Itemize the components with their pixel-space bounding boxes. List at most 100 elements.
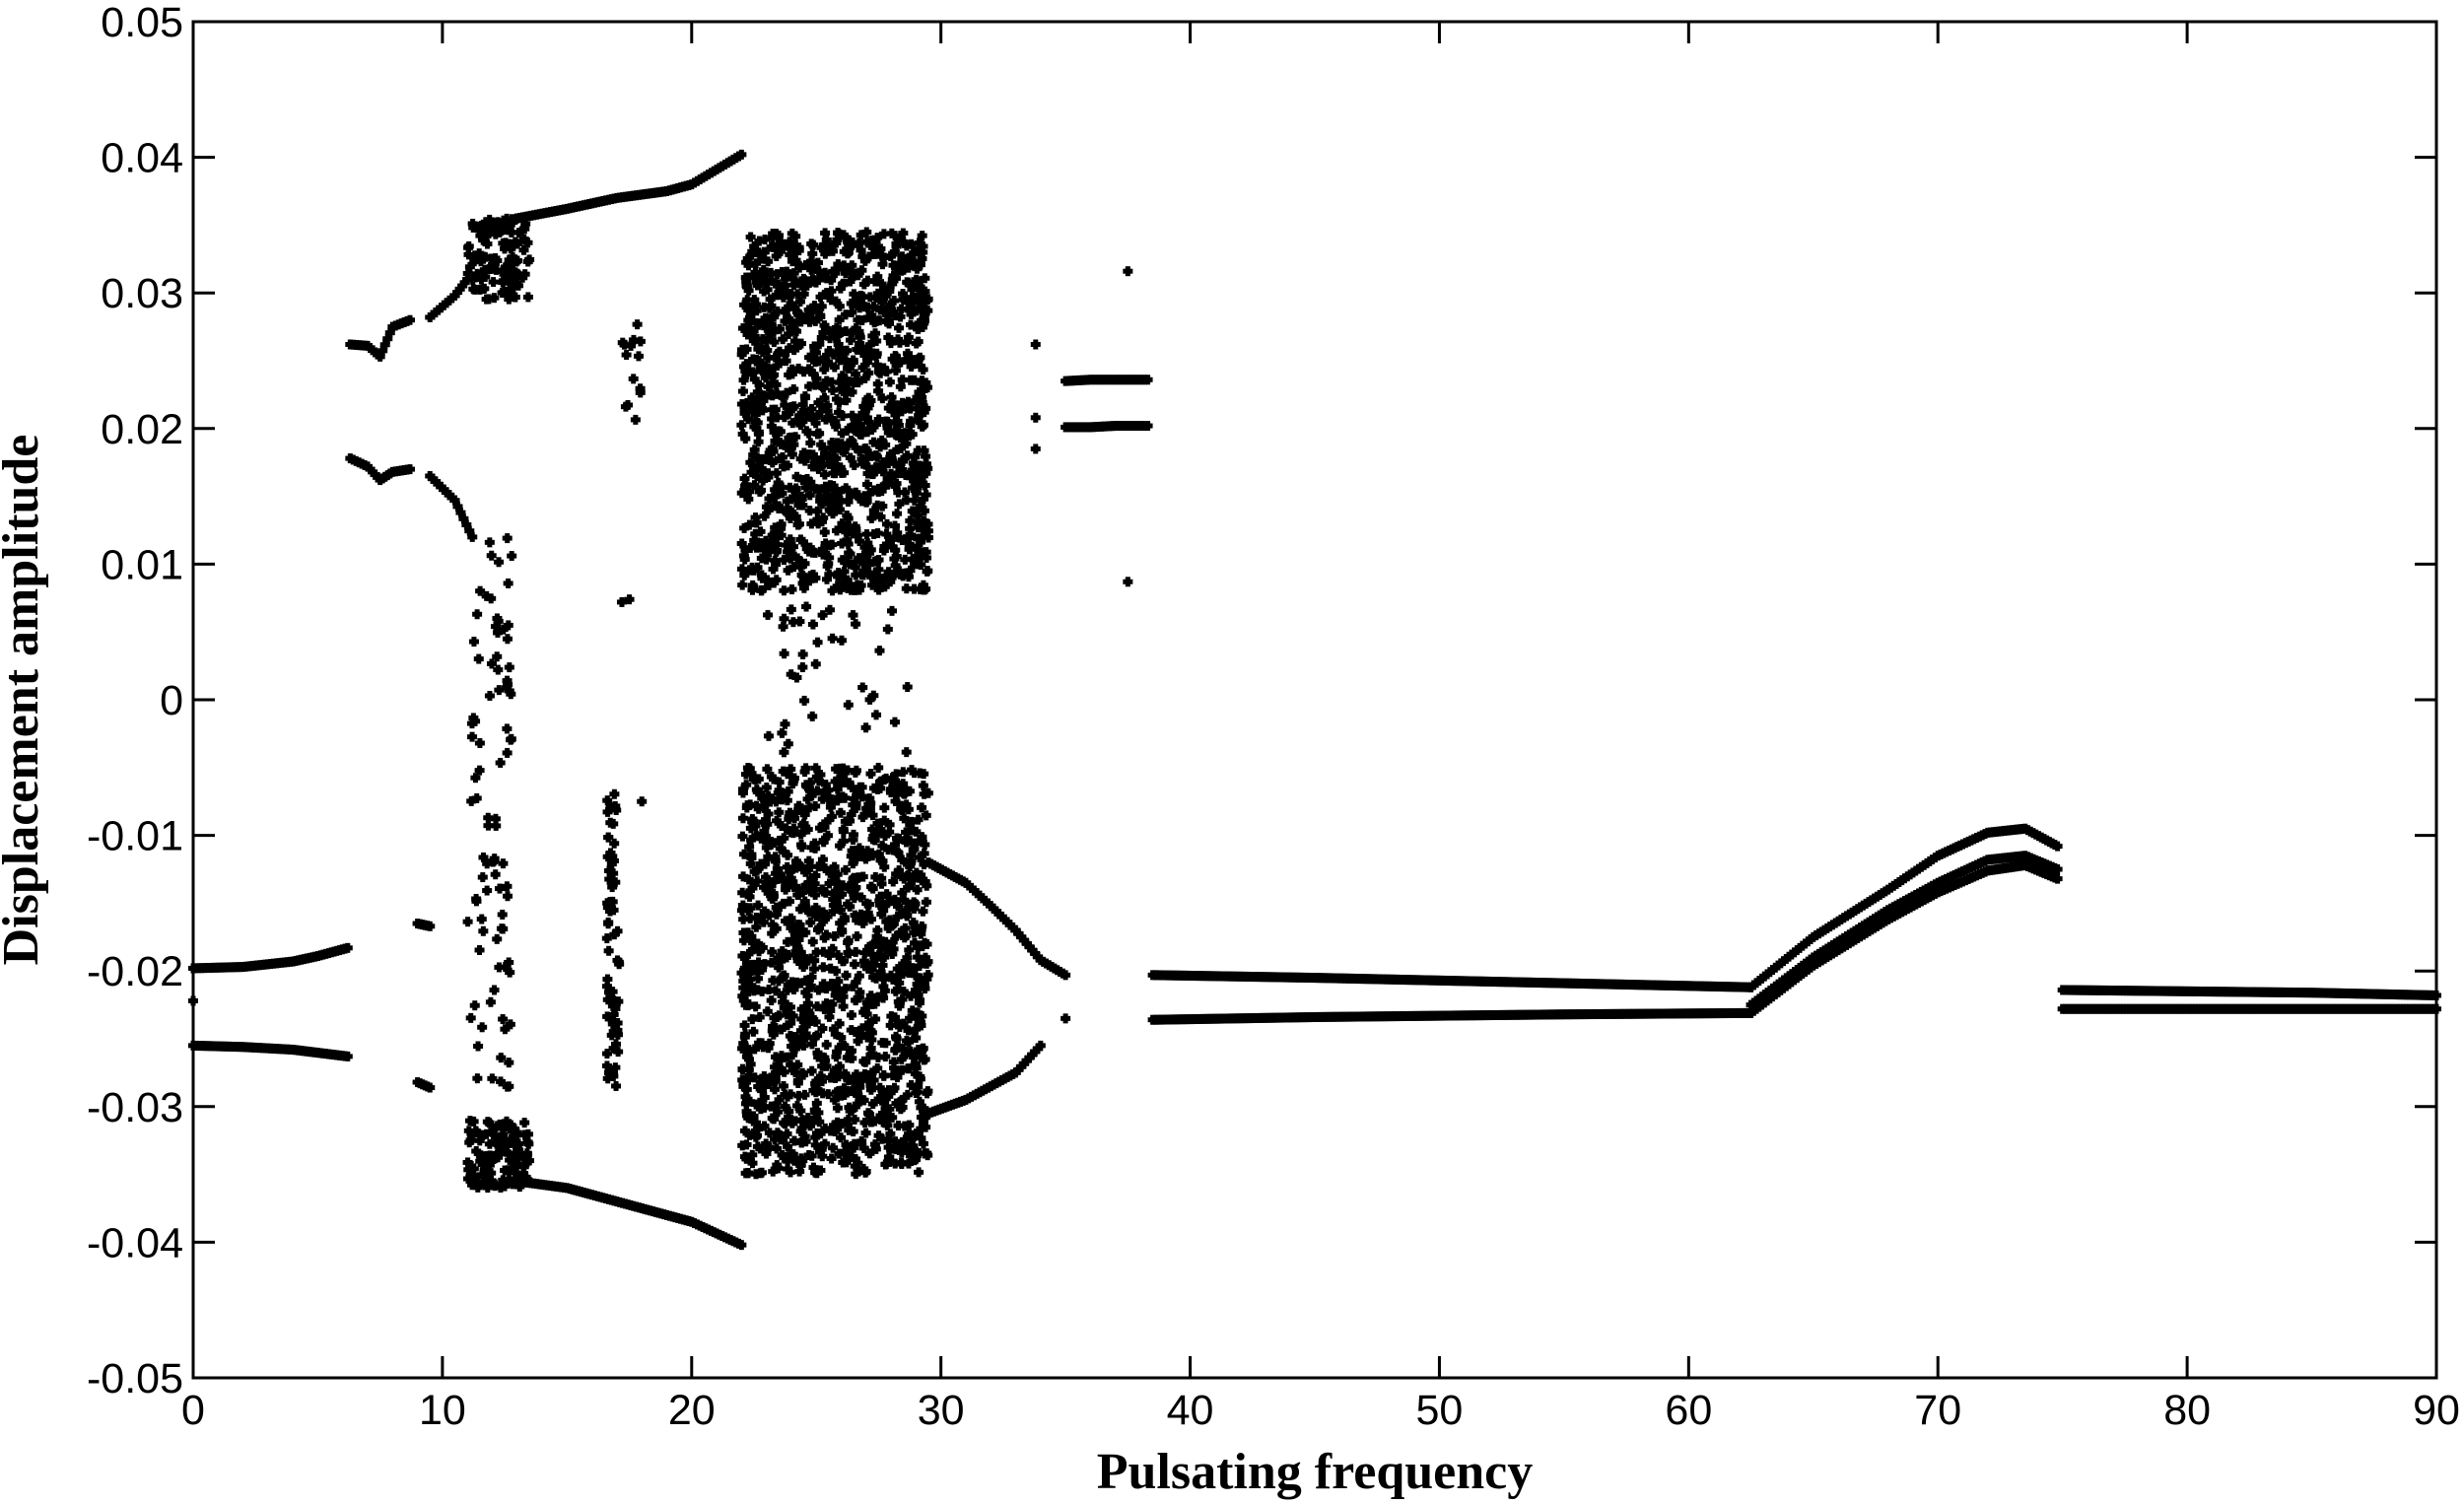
data-point	[744, 305, 755, 310]
data-point	[492, 653, 503, 659]
data-point	[502, 1142, 513, 1148]
data-point	[522, 239, 533, 245]
data-point	[501, 264, 512, 270]
data-point	[855, 538, 865, 544]
data-point	[467, 734, 478, 740]
data-point	[826, 444, 837, 450]
data-point	[468, 1119, 479, 1125]
data-point	[769, 339, 780, 345]
data-point	[373, 474, 383, 480]
data-point	[511, 259, 521, 265]
data-point	[471, 795, 482, 801]
data-point	[2052, 844, 2063, 850]
data-point	[845, 455, 856, 461]
data-point	[490, 871, 501, 877]
data-point	[920, 275, 930, 281]
data-point	[812, 260, 823, 266]
data-point	[462, 276, 473, 282]
data-point	[902, 452, 913, 458]
data-point	[489, 987, 500, 992]
axis-ticks	[191, 20, 2438, 1380]
data-point	[1016, 1063, 1027, 1069]
data-point	[495, 1078, 506, 1084]
data-point	[608, 1046, 619, 1052]
data-point	[601, 935, 612, 941]
data-point	[770, 487, 781, 493]
data-point	[499, 1136, 510, 1142]
data-point	[827, 330, 838, 336]
data-point	[494, 964, 505, 970]
data-point	[603, 948, 614, 954]
data-point	[504, 1060, 514, 1065]
data-point	[785, 485, 795, 491]
data-point	[510, 1170, 520, 1176]
data-point	[521, 1159, 532, 1165]
data-point	[788, 386, 799, 392]
data-point	[486, 660, 497, 666]
data-point	[370, 472, 380, 478]
data-point	[498, 1177, 509, 1183]
data-point	[506, 245, 516, 251]
data-point	[996, 914, 1007, 920]
data-point	[449, 293, 460, 299]
data-point	[524, 256, 535, 262]
data-point	[750, 412, 761, 418]
data-point	[466, 1163, 477, 1169]
data-point	[485, 999, 496, 1005]
data-point	[483, 815, 494, 821]
data-point	[781, 358, 791, 364]
data-point	[901, 585, 912, 591]
data-point	[499, 1125, 510, 1130]
data-point	[494, 230, 505, 236]
data-point	[871, 422, 882, 428]
data-point	[881, 521, 892, 527]
data-point	[758, 478, 769, 484]
data-point	[471, 1128, 482, 1134]
data-point	[983, 901, 993, 907]
data-point	[751, 260, 762, 266]
data-point	[484, 693, 495, 699]
data-point	[484, 1141, 495, 1147]
data-point	[819, 355, 830, 361]
data-point	[635, 389, 646, 395]
data-point	[628, 376, 639, 381]
data-point	[466, 1176, 477, 1182]
data-point	[2052, 876, 2063, 882]
data-point	[471, 1148, 482, 1154]
data-point	[877, 484, 888, 490]
data-point	[613, 1049, 624, 1055]
data-point	[752, 454, 763, 460]
data-point	[455, 510, 466, 515]
data-point	[609, 791, 620, 797]
data-point	[444, 492, 454, 498]
data-point	[377, 348, 388, 354]
data-point	[1024, 944, 1035, 950]
data-point	[368, 469, 378, 475]
data-point	[1061, 972, 1071, 978]
data-point	[602, 797, 613, 803]
data-point	[609, 841, 620, 847]
data-point	[478, 855, 489, 860]
data-point	[749, 482, 760, 488]
data-point	[602, 996, 613, 1002]
data-point	[610, 1005, 621, 1011]
data-point	[890, 563, 901, 569]
data-point	[491, 823, 502, 829]
data-point	[522, 294, 533, 300]
data-point	[498, 279, 509, 285]
data-point	[490, 816, 501, 822]
data-point	[867, 582, 878, 588]
data-point	[458, 515, 469, 521]
data-point	[472, 1185, 483, 1191]
data-point	[503, 893, 513, 899]
data-point	[913, 536, 924, 542]
data-point	[446, 495, 457, 501]
data-point	[466, 1132, 477, 1138]
data-point	[449, 498, 460, 504]
data-point	[502, 535, 513, 541]
data-point	[914, 463, 924, 469]
data-point	[980, 898, 991, 904]
data-point	[889, 249, 900, 255]
data-point	[468, 715, 479, 720]
data-point	[612, 1020, 623, 1026]
